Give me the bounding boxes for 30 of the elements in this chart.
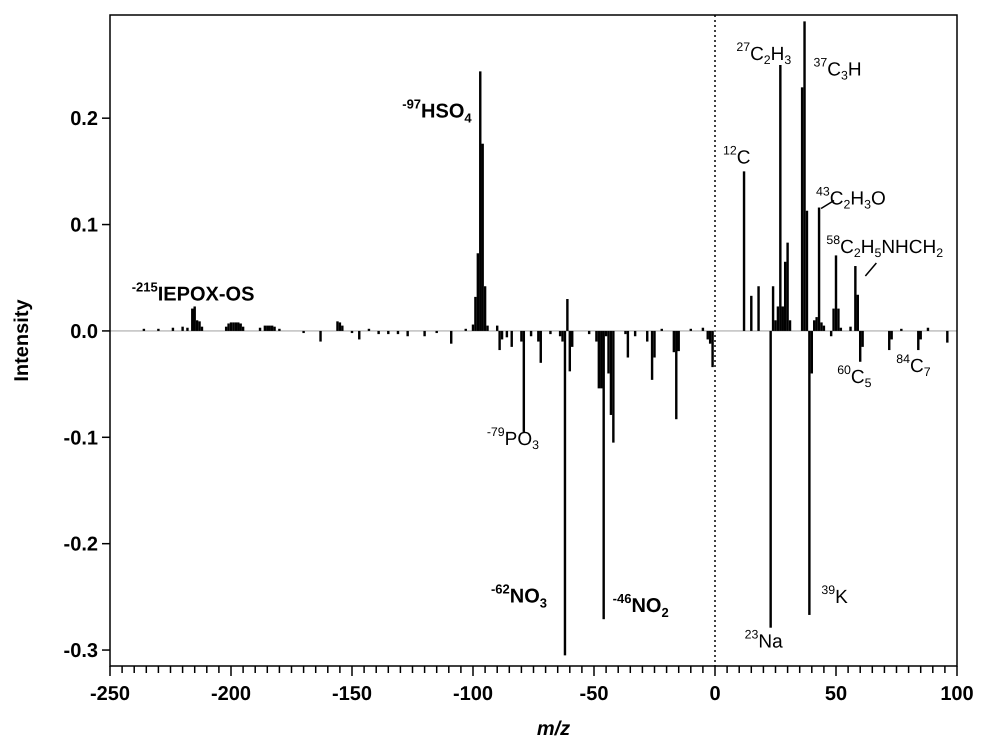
annotation: $^{23}$Na — [744, 628, 784, 653]
annotation: $^{12}$C — [723, 144, 751, 168]
annotation: $^{37}$C$_{3}$H — [814, 56, 862, 83]
y-tick-label: -0.1 — [64, 427, 98, 450]
x-axis-title: m/z — [536, 718, 570, 740]
x-tick-label: -250 — [90, 683, 130, 705]
y-tick-label: -0.3 — [64, 640, 98, 662]
annotation: $^{39}$K — [821, 583, 848, 608]
annotation: $^{60}$C$_{5}$ — [837, 363, 872, 390]
annotation: $^{-97}$HSO$_{4}$ — [402, 96, 472, 125]
x-tick-label: -100 — [452, 683, 494, 705]
x-tick-label: 100 — [940, 683, 974, 705]
y-tick-label: 0.0 — [70, 320, 98, 343]
annotation: $^{-215}$IEPOX-OS — [132, 279, 254, 306]
annotation: $^{-46}$NO$_{2}$ — [612, 591, 669, 620]
y-tick-label: 0.1 — [70, 214, 98, 237]
annotation: $^{43}$C$_{2}$H$_{3}$O — [816, 184, 886, 212]
annotation: $^{58}$C$_{2}$H$_{5}$NHCH$_{2}$ — [826, 233, 944, 260]
annotation: $^{-62}$NO$_{3}$ — [490, 581, 547, 610]
y-tick-label: -0.2 — [64, 534, 98, 556]
annotation: $^{84}$C$_{7}$ — [896, 352, 931, 380]
x-tick-label: 0 — [709, 683, 721, 705]
x-tick-label: -200 — [210, 683, 252, 705]
y-tick-label: 0.2 — [70, 108, 98, 130]
annotation: $^{27}$C$_{2}$H$_{3}$ — [736, 40, 792, 68]
y-axis-title: Intensity — [11, 298, 33, 382]
x-tick-label: 50 — [824, 683, 848, 705]
x-tick-label: -150 — [332, 683, 372, 705]
x-tick-label: -50 — [580, 683, 608, 705]
annotation: $^{-79}$PO$_{3}$ — [486, 425, 540, 452]
